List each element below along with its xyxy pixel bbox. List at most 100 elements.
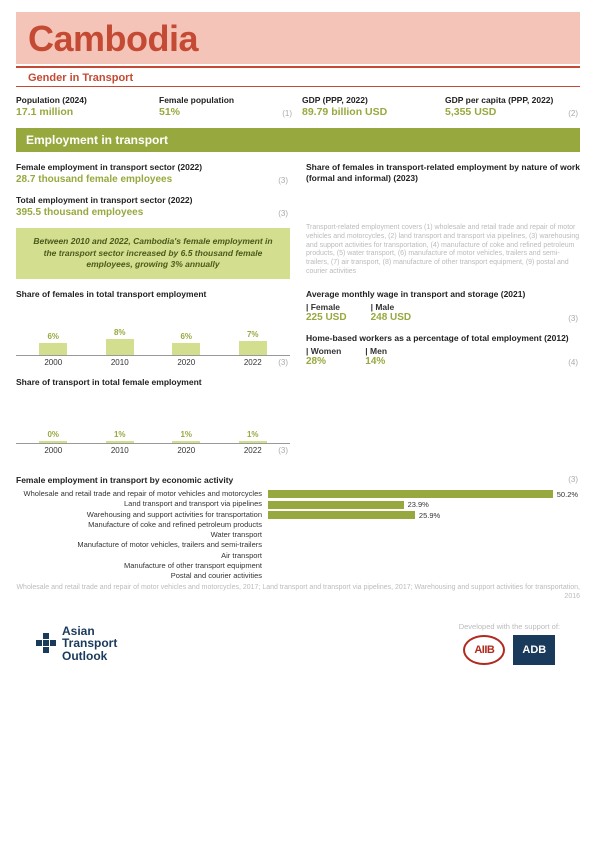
two-column-layout: Female employment in transport sector (2… [16,162,580,465]
definition-note: Transport-related employment covers (1) … [306,224,580,277]
hw-label: | Women [306,346,341,356]
hbar-row: Warehousing and support activities for t… [16,511,580,520]
hbar-label: Manufacture of other transport equipment [16,562,268,571]
top-stat: Female population 51% (1) [159,95,294,118]
stat-label: Home-based workers as a percentage of to… [306,333,580,344]
hbar-percent: 25.9% [419,511,440,520]
ato-line: Transport [62,637,117,650]
stat-value: 51% [159,106,294,118]
hw-value: 14% [365,356,387,367]
home-women: | Women 28% [306,346,341,367]
hbar-label: Warehousing and support activities for t… [16,511,268,520]
wage-block: Average monthly wage in transport and st… [306,289,580,323]
top-stat: GDP (PPP, 2022) 89.79 billion USD [302,95,437,118]
source-note: (3) [278,176,288,185]
hbar-row: Air transport [16,552,580,561]
stat-label: GDP per capita (PPP, 2022) [445,95,580,105]
chart-share-females: 6%8%6%7%2000201020202022 [16,306,290,367]
hbar-fill [268,501,404,509]
left-column: Female employment in transport sector (2… [16,162,290,465]
source-note: (3) [278,209,288,218]
share-nature-block: Share of females in transport-related em… [306,162,580,184]
stat-label: Share of females in transport-related em… [306,162,580,184]
stat-value: 28.7 thousand female employees [16,174,290,185]
wage-female: | Female 225 USD [306,302,347,323]
source-note: (4) [568,358,578,367]
hbar-row: Wholesale and retail trade and repair of… [16,490,580,499]
page: Cambodia Gender in Transport Population … [0,0,596,677]
chart-by-activity: Wholesale and retail trade and repair of… [16,490,580,581]
support-label: Developed with the support of: [459,622,560,631]
hbar-label: Manufacture of coke and refined petroleu… [16,521,268,530]
source-note: (2) [568,109,578,118]
stat-label: GDP (PPP, 2022) [302,95,437,105]
hbar-label: Manufacture of motor vehicles, trailers … [16,541,268,550]
divider [16,86,580,87]
chart1-block: Share of females in total transport empl… [16,289,290,367]
stat-label: Population (2024) [16,95,151,105]
hbar-row: Postal and courier activities [16,572,580,581]
hbar-label: Air transport [16,552,268,561]
stat-value: 17.1 million [16,106,151,118]
hbar-label: Water transport [16,531,268,540]
highlight-text: Between 2010 and 2022, Cambodia's female… [26,236,280,270]
hbar-row: Manufacture of coke and refined petroleu… [16,521,580,530]
wage-label: | Female [306,302,347,312]
right-column: Share of females in transport-related em… [306,162,580,465]
total-employment-block: Total employment in transport sector (20… [16,195,290,218]
section-heading: Employment in transport [16,128,580,152]
stat-label: Female population [159,95,294,105]
wage-row: | Female 225 USD | Male 248 USD [306,302,580,323]
subtitle-row: Gender in Transport [16,66,580,86]
wage-label: | Male [371,302,412,312]
hw-label: | Men [365,346,387,356]
source-note: (1) [282,109,292,118]
hbar-row: Manufacture of motor vehicles, trailers … [16,541,580,550]
wage-value: 225 USD [306,312,347,323]
hbar-row: Manufacture of other transport equipment [16,562,580,571]
top-stat: Population (2024) 17.1 million [16,95,151,118]
support-block: Developed with the support of: AIIB ADB [459,622,560,665]
chart-share-transport: 0%1%1%1%2000201020202022 [16,394,290,455]
ato-line: Outlook [62,650,117,663]
footer: Asian Transport Outlook Developed with t… [16,622,580,665]
source-note: (3) [278,358,288,367]
ato-logo-text: Asian Transport Outlook [62,625,117,663]
chart-title: Share of females in total transport empl… [16,289,290,300]
support-logos: AIIB ADB [459,635,560,665]
hbar-row: Land transport and transport via pipelin… [16,500,580,509]
country-title: Cambodia [28,18,568,60]
female-employment-block: Female employment in transport sector (2… [16,162,290,185]
hbar-percent: 50.2% [557,490,578,499]
stat-value: 395.5 thousand employees [16,207,290,218]
hchart-block: Female employment in transport by econom… [16,475,580,602]
top-stats-row: Population (2024) 17.1 million Female po… [16,95,580,118]
adb-logo: ADB [513,635,555,665]
subtitle: Gender in Transport [28,72,133,84]
hbar-percent: 23.9% [408,500,429,509]
hbar-label: Land transport and transport via pipelin… [16,500,268,509]
chart-footnote: Wholesale and retail trade and repair of… [16,584,580,602]
stat-label: Average monthly wage in transport and st… [306,289,580,300]
hbar-label: Postal and courier activities [16,572,268,581]
stat-value: 5,355 USD [445,106,580,118]
chart-title: Share of transport in total female emplo… [16,377,290,388]
hw-value: 28% [306,356,341,367]
home-workers-row: | Women 28% | Men 14% [306,346,580,367]
source-note: (3) [568,314,578,323]
source-note: (3) [278,446,288,455]
ato-logo: Asian Transport Outlook [36,625,117,663]
title-band: Cambodia [16,12,580,64]
hbar-row: Water transport [16,531,580,540]
stat-label: Total employment in transport sector (20… [16,195,290,206]
wage-value: 248 USD [371,312,412,323]
home-men: | Men 14% [365,346,387,367]
hbar-label: Wholesale and retail trade and repair of… [16,490,268,499]
highlight-box: Between 2010 and 2022, Cambodia's female… [16,228,290,278]
hbar-fill [268,490,553,498]
hbar-fill [268,511,415,519]
aiib-logo: AIIB [463,635,505,665]
chart-title: Female employment in transport by econom… [16,475,580,486]
top-stat: GDP per capita (PPP, 2022) 5,355 USD (2) [445,95,580,118]
home-workers-block: Home-based workers as a percentage of to… [306,333,580,367]
